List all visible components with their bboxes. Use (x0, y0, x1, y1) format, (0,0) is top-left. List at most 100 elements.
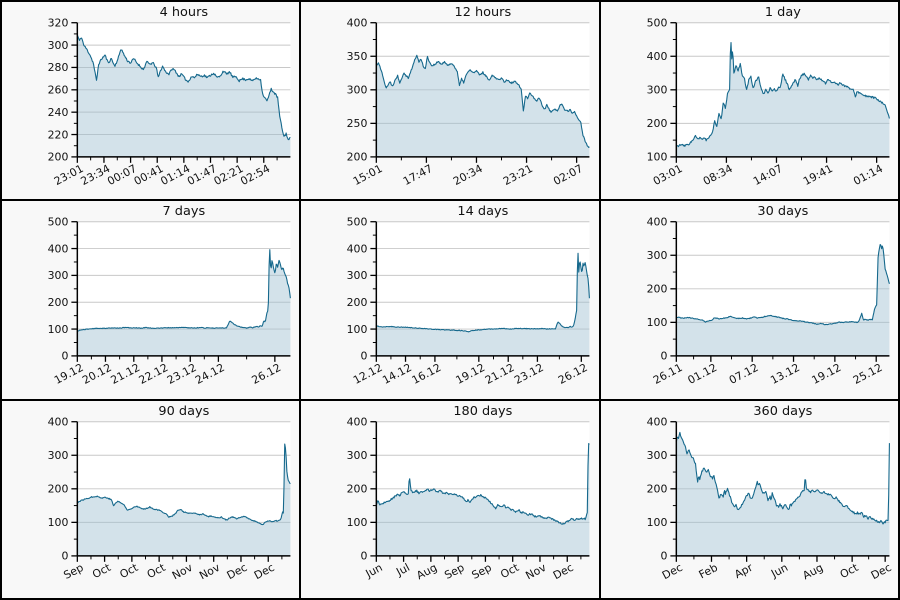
series-line-14-days (376, 253, 591, 333)
x-tick-label: 07.12 (727, 361, 761, 387)
chart-title: 12 hours (455, 5, 512, 20)
x-tick-label: 01:14 (851, 162, 885, 188)
y-tick-label: 100 (48, 516, 69, 529)
y-tick-label: 400 (48, 415, 69, 428)
y-tick-label: 0 (660, 549, 667, 562)
x-tick-label: 25.12 (851, 361, 885, 387)
x-tick-label: 22.12 (137, 361, 171, 387)
x-tick-label: 23.12 (512, 361, 546, 387)
y-tick-label: 100 (48, 323, 69, 336)
x-tick-label: 02:07 (551, 162, 585, 188)
y-tick-label: 260 (48, 84, 69, 97)
y-tick-label: 400 (347, 415, 368, 428)
y-tick-label: 300 (646, 84, 667, 97)
y-tick-label: 100 (646, 516, 667, 529)
y-tick-label: 300 (48, 269, 69, 282)
y-tick-label: 300 (646, 249, 667, 262)
y-tick-label: 200 (347, 296, 368, 309)
x-tick-label: Dec (225, 561, 250, 582)
series-line-30-days (675, 244, 890, 326)
y-tick-label: 350 (347, 50, 368, 63)
x-tick-label: Sep (443, 561, 467, 582)
x-tick-label: 03:01 (651, 162, 685, 188)
x-tick-label: 02:54 (238, 162, 272, 188)
y-tick-label: 300 (347, 269, 368, 282)
y-tick-label: 500 (48, 216, 69, 229)
y-tick-label: 300 (48, 449, 69, 462)
y-tick-label: 400 (646, 415, 667, 428)
chart-svg-1-day: 100 200 300 400 500 03:01 08:34 14:07 19:41 01:14… (646, 5, 890, 188)
y-tick-label: 400 (48, 243, 69, 256)
x-tick-label: 12.12 (351, 361, 385, 387)
y-tick-label: 400 (347, 16, 368, 29)
y-tick-label: 100 (646, 151, 667, 164)
x-tick-label: Jul (394, 561, 413, 579)
chart-title: 14 days (458, 204, 509, 219)
y-tick-label: 200 (48, 151, 69, 164)
y-tick-label: 200 (646, 117, 667, 130)
chart-svg-360-days: 0 100 200 300 400 Dec Feb Apr Jun Aug Oct Dec 360 da… (646, 403, 893, 582)
x-tick-label: Dec (660, 561, 685, 582)
x-tick-label: 19:41 (801, 162, 835, 188)
y-tick-label: 100 (347, 516, 368, 529)
chart-title: 30 days (757, 204, 808, 219)
y-tick-label: 200 (347, 482, 368, 495)
x-tick-label: Sep (61, 561, 85, 582)
y-tick-label: 0 (61, 549, 68, 562)
x-tick-label: 14:07 (751, 162, 785, 188)
x-tick-label: Oct (117, 561, 140, 581)
y-tick-label: 400 (646, 50, 667, 63)
y-tick-label: 500 (646, 16, 667, 29)
x-tick-label: 20:34 (451, 162, 485, 188)
chart-panel-7-days: 0 100 200 300 400 500 19.12 20.12 21.12 22.12 23.1… (2, 201, 300, 399)
x-tick-label: Aug (800, 561, 825, 582)
y-tick-label: 0 (361, 350, 368, 363)
chart-panel-360-days: 0 100 200 300 400 Dec Feb Apr Jun Aug Oct Dec 360 da… (600, 400, 898, 598)
x-tick-label: 01.12 (685, 361, 719, 387)
series-line-180-days (376, 442, 591, 525)
x-tick-label: Nov (170, 560, 195, 582)
x-tick-label: Aug (415, 561, 440, 582)
x-tick-label: Feb (696, 561, 719, 582)
x-tick-label: 17:47 (401, 162, 435, 188)
chart-panel-14-days: 0 100 200 300 400 500 12.12 14.12 16.12 19.12 21.1… (301, 201, 599, 399)
x-tick-label: Oct (145, 561, 168, 581)
chart-panel-4-hours: 200 220 240 260 280 300 320 23:01 23:34 00:07 00:4… (2, 2, 300, 200)
x-tick-label: Oct (499, 561, 522, 581)
x-tick-label: 26.12 (556, 361, 590, 387)
x-tick-label: 26.12 (250, 361, 284, 387)
y-tick-label: 0 (361, 549, 368, 562)
x-tick-label: Oct (90, 561, 113, 581)
chart-panel-30-days: 0 100 200 300 400 26.11 01.12 07.12 13.12 19.12 25… (600, 201, 898, 399)
series-line-7-days (77, 249, 291, 332)
y-tick-label: 300 (48, 39, 69, 52)
series-line-12-hours (376, 54, 591, 148)
chart-panel-180-days: 0 100 200 300 400 Jun Jul Aug Sep Sep Oct Nov Dec 180… (301, 400, 599, 598)
chart-title: 180 days (454, 403, 513, 418)
x-tick-label: 23.12 (165, 361, 199, 387)
x-tick-label: 20.12 (80, 361, 114, 387)
y-tick-label: 200 (646, 283, 667, 296)
chart-svg-4-hours: 20022024026028030032023:0123:3400:0700:4… (48, 5, 291, 188)
y-tick-label: 0 (61, 350, 68, 363)
x-tick-label: 15:01 (351, 162, 385, 188)
x-tick-label: Jun (363, 561, 385, 581)
chart-title: 90 days (158, 403, 209, 418)
y-tick-label: 200 (48, 296, 69, 309)
y-tick-label: 100 (646, 316, 667, 329)
y-tick-label: 250 (347, 117, 368, 130)
x-tick-label: 19.12 (809, 361, 843, 387)
x-tick-label: 21.12 (109, 361, 143, 387)
y-tick-label: 280 (48, 61, 69, 74)
y-tick-label: 320 (48, 16, 69, 29)
x-tick-label: Oct (837, 561, 860, 581)
y-tick-label: 300 (347, 84, 368, 97)
series-line-360-days (675, 431, 890, 525)
x-tick-label: Nov (524, 560, 549, 582)
chart-title: 4 hours (160, 5, 209, 20)
chart-title: 1 day (765, 5, 801, 20)
chart-panel-12-hours: 200 250 300 350 400 15:01 17:47 20:34 23:21 02:07… (301, 2, 599, 200)
